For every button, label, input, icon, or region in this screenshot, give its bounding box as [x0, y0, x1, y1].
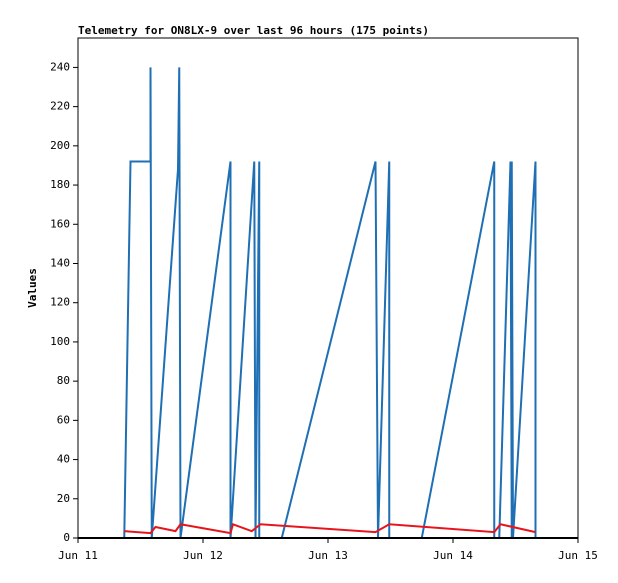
y-tick-label: 40	[57, 453, 70, 466]
y-axis-label: Values	[26, 268, 39, 308]
y-tick-label: 240	[50, 60, 70, 73]
plot-frame	[77, 37, 579, 539]
y-tick-label: 60	[57, 413, 70, 426]
x-tick-label: Jun 14	[433, 549, 473, 562]
y-tick-label: 200	[50, 139, 70, 152]
y-tick-label: 20	[57, 492, 70, 505]
y-tick-label: 180	[50, 178, 70, 191]
y-tick-label: 140	[50, 256, 70, 269]
y-tick-label: 160	[50, 217, 70, 230]
x-tick-label: Jun 12	[183, 549, 223, 562]
y-tick-label: 80	[57, 374, 70, 387]
chart-title: Telemetry for ON8LX-9 over last 96 hours…	[78, 24, 429, 37]
y-tick-label: 120	[50, 296, 70, 309]
y-tick-label: 220	[50, 100, 70, 113]
y-tick-label: 100	[50, 335, 70, 348]
x-tick-label: Jun 15	[558, 549, 598, 562]
series-line	[124, 522, 536, 535]
x-tick-label: Jun 13	[308, 549, 348, 562]
y-tick-label: 0	[63, 531, 70, 544]
x-tick-label: Jun 11	[58, 549, 98, 562]
